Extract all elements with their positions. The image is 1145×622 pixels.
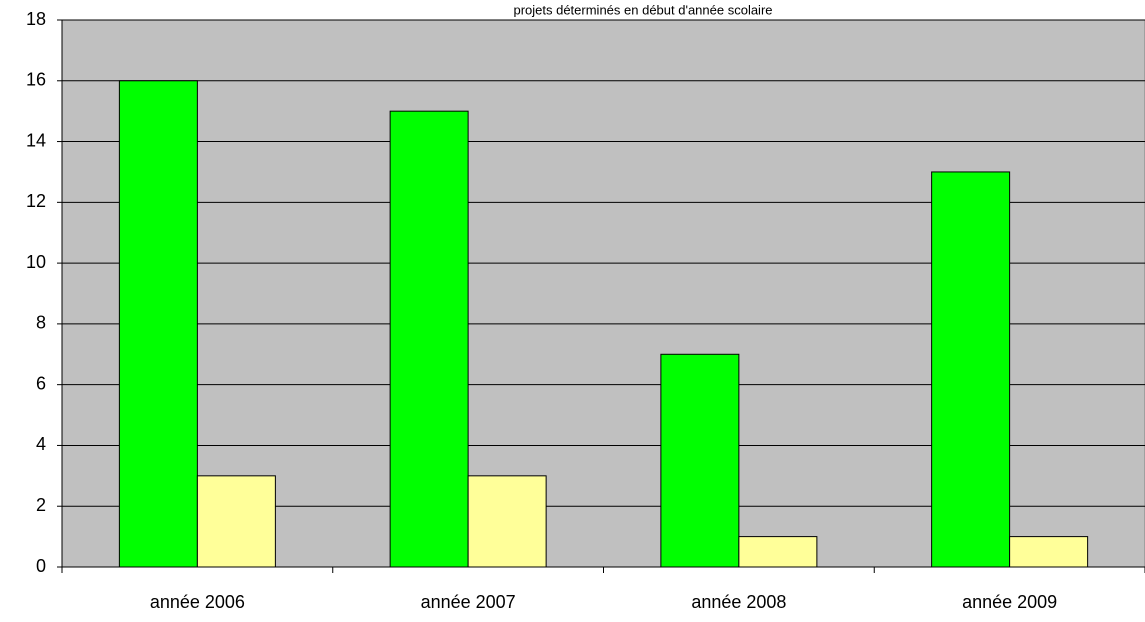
- y-tick-label: 2: [36, 495, 46, 515]
- bar: [467, 475, 547, 568]
- y-tick-label: 12: [26, 191, 46, 211]
- bar: [118, 80, 198, 568]
- y-tick-label: 10: [26, 252, 46, 272]
- x-tick-label: année 2006: [150, 592, 245, 612]
- bar: [389, 110, 469, 568]
- chart-title: projets déterminés en début d'année scol…: [513, 2, 772, 17]
- x-tick-label: année 2008: [691, 592, 786, 612]
- bar: [196, 475, 276, 568]
- bar: [660, 353, 740, 568]
- y-tick-label: 0: [36, 556, 46, 576]
- bar: [931, 171, 1011, 568]
- x-tick-label: année 2007: [421, 592, 516, 612]
- y-tick-label: 16: [26, 70, 46, 90]
- x-tick-label: année 2009: [962, 592, 1057, 612]
- y-tick-label: 14: [26, 130, 46, 150]
- y-tick-label: 4: [36, 434, 46, 454]
- y-tick-label: 6: [36, 373, 46, 393]
- y-tick-label: 18: [26, 9, 46, 29]
- bar: [1009, 536, 1089, 568]
- bar: [738, 536, 818, 568]
- y-tick-label: 8: [36, 313, 46, 333]
